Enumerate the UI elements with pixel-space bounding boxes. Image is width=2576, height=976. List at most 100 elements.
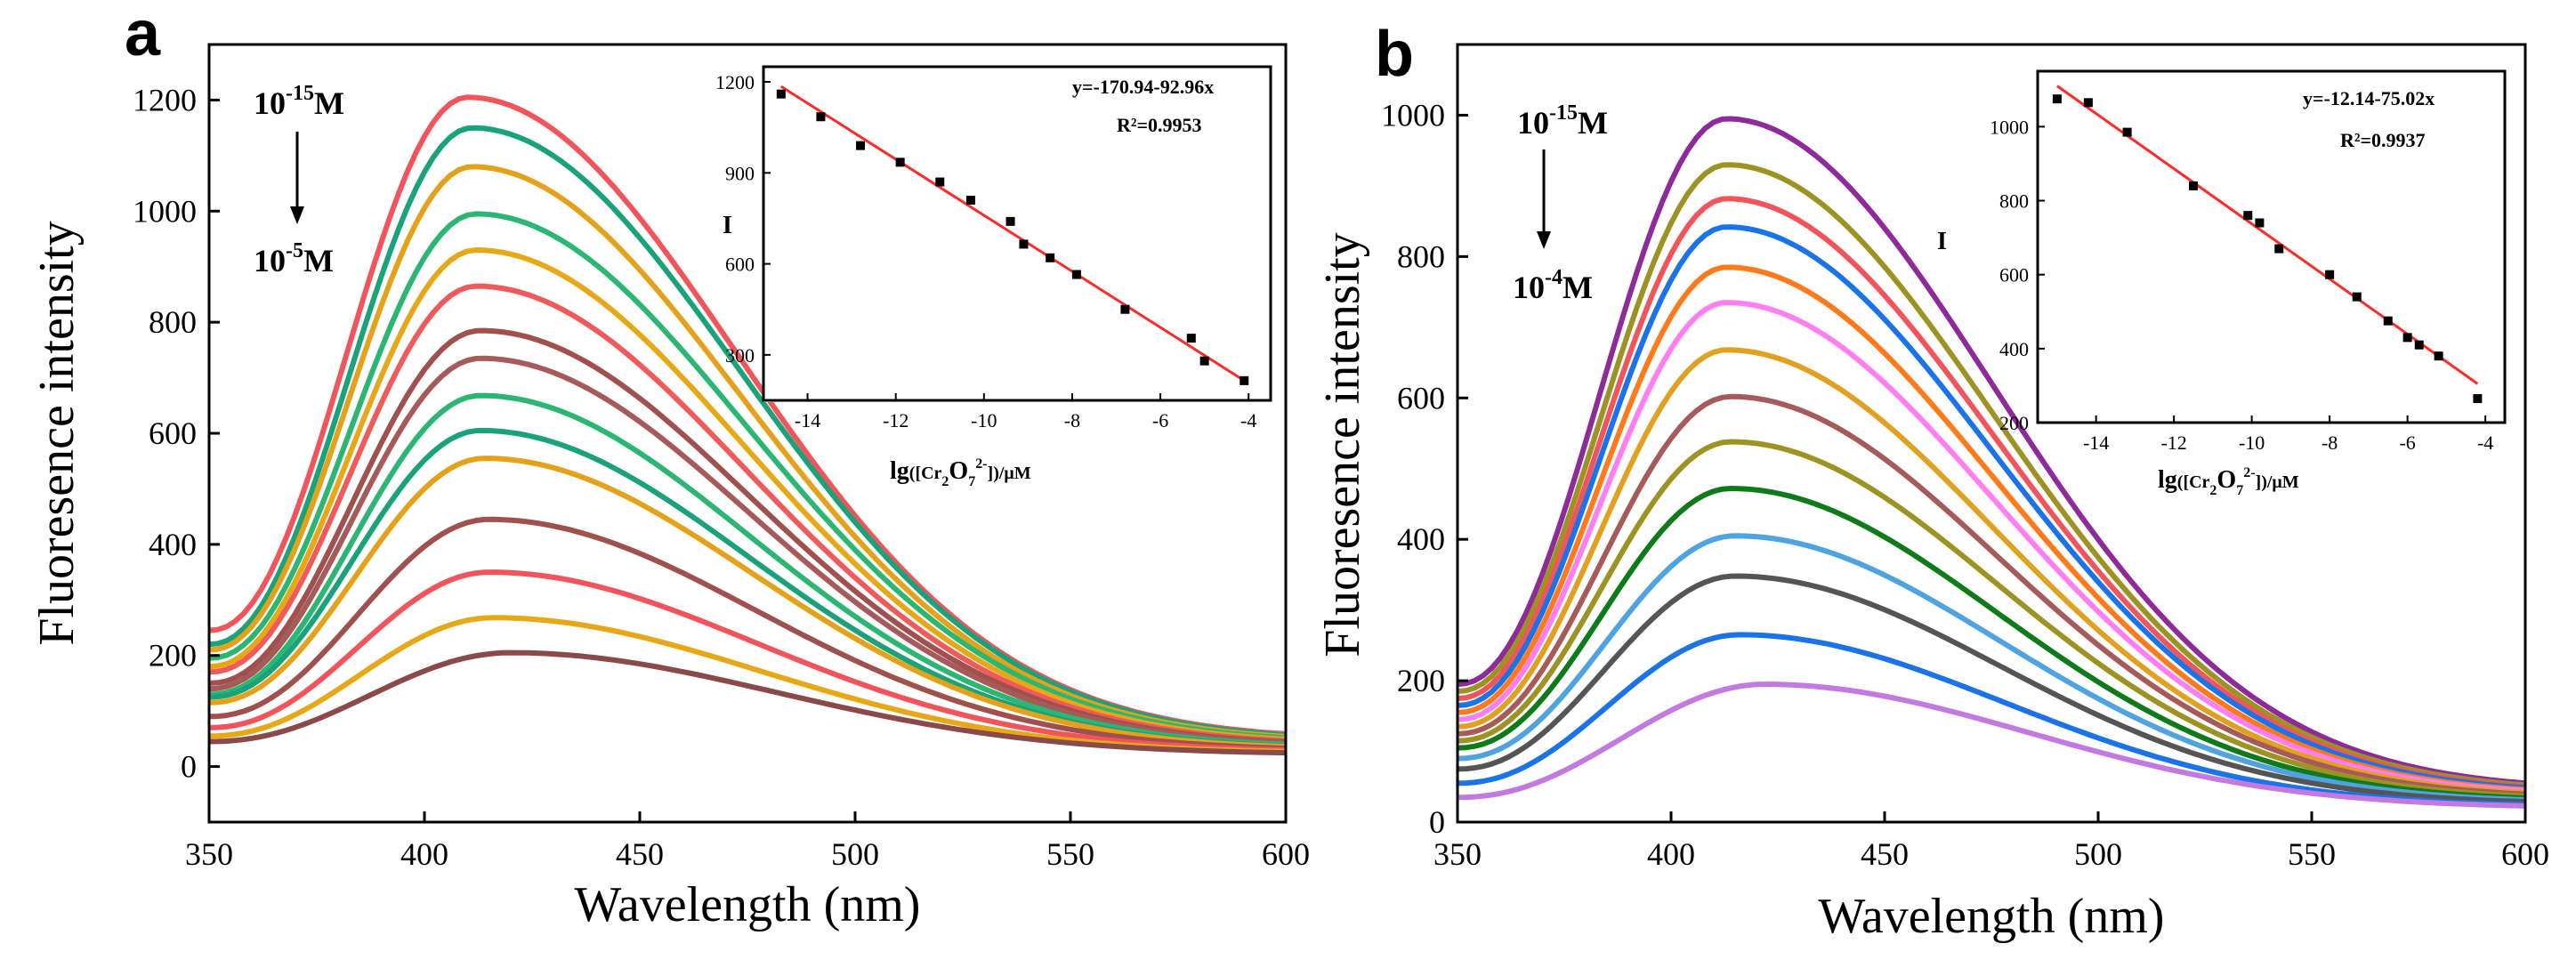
panel-b-curve-2 (1457, 162, 2526, 788)
y-tick-label: 0 (181, 749, 197, 785)
panel-b-conc-bottom: 10-4M (1513, 266, 1593, 305)
inset-y-tick-label: 1200 (715, 71, 755, 93)
panel-a-inset-frame (762, 65, 1272, 402)
inset-data-point (2434, 351, 2443, 361)
inset-x-tick-label: -14 (2083, 432, 2109, 454)
panel-b-x-ticks: 350 400 450 500 550 600 (1433, 811, 2549, 872)
panel-b-conc-top: 10-15M (1517, 101, 1608, 141)
inset-data-point (1046, 253, 1055, 262)
inset-data-point (1005, 216, 1015, 226)
x-tick-label: 550 (2288, 836, 2336, 872)
panel-b-inset-y-ticks: 200 400 600 800 1000 (1990, 116, 2045, 434)
y-tick-label: 1000 (133, 193, 197, 229)
inset-x-tick-label: -10 (2239, 432, 2265, 454)
panel-b-inset: -14 -12 -10 -8 -6 -4 200 400 600 800 1000 y=-12.1… (1937, 58, 2507, 498)
panel-b-inset-frame (2036, 69, 2507, 424)
y-tick-label: 400 (1397, 521, 1445, 557)
inset-data-point (2255, 218, 2265, 228)
inset-y-tick-label: 600 (1999, 264, 2029, 286)
inset-y-tick-label: 1000 (1990, 116, 2029, 138)
y-tick-label: 1000 (1381, 97, 1445, 133)
panel-b-curve-11 (1457, 533, 2526, 803)
panel-b-curve-14 (1457, 682, 2526, 809)
panel-a-curve-6 (208, 283, 1287, 744)
panel-a-curve-4 (208, 211, 1287, 741)
panel-b-curve-8 (1457, 393, 2526, 797)
inset-x-tick-label: -12 (883, 409, 908, 432)
x-tick-label: 500 (2074, 836, 2122, 872)
inset-x-tick-label: -8 (2322, 432, 2338, 454)
inset-data-point (1240, 375, 1249, 385)
x-tick-label: 500 (831, 836, 879, 872)
panel-a-inset-x-ticks: -14 -12 -10 -8 -6 -4 (795, 393, 1256, 432)
panel-a-letter: a (125, 0, 161, 69)
inset-y-tick-label: 400 (1999, 338, 2029, 360)
x-tick-label: 350 (1433, 836, 1482, 872)
panel-a: a 350 400 450 500 550 600 0 200 400 600 800 1000 12… (29, 0, 1310, 932)
inset-data-point (2052, 94, 2062, 104)
panel-b-curve-9 (1457, 439, 2526, 799)
inset-data-point (2122, 127, 2132, 137)
panel-a-conc-bottom: 10-5M (254, 239, 334, 278)
y-tick-label: 200 (149, 638, 197, 674)
panel-b-plot-frame (1456, 43, 2527, 824)
inset-data-point (895, 157, 905, 167)
panel-b-concentration-annotation: 10-15M 10-4M (1513, 101, 1608, 305)
inset-x-tick-label: -4 (2477, 432, 2493, 454)
panel-a-curve-13 (208, 569, 1287, 753)
y-tick-label: 600 (1397, 380, 1445, 415)
panel-b-series-group (1457, 116, 2526, 809)
y-tick-label: 1200 (133, 82, 197, 117)
panel-a-y-ticks: 0 200 400 600 800 1000 1200 (133, 82, 220, 785)
panel-a-curve-15 (208, 649, 1287, 756)
panel-b-curve-4 (1457, 224, 2526, 791)
panel-b-curve-7 (1457, 347, 2526, 795)
x-tick-label: 450 (1861, 836, 1909, 872)
panel-a-conc-arrow-head (290, 206, 304, 224)
panel-a-curve-5 (208, 247, 1287, 742)
panel-a-inset-x-title: lg([Cr2O72-])/μM (890, 456, 1031, 489)
inset-x-tick-label: -8 (1064, 409, 1080, 432)
panel-a-inset-y-title: I (723, 212, 732, 239)
y-tick-label: 400 (149, 527, 197, 562)
panel-b-letter: b (1375, 19, 1414, 90)
inset-data-point (2189, 181, 2198, 190)
panel-b-x-axis-title: Wavelength (nm) (1819, 889, 2165, 944)
y-tick-label: 800 (1397, 238, 1445, 274)
panel-a-curve-12 (208, 516, 1287, 752)
inset-data-point (856, 141, 866, 150)
panel-b-inset-y-title: I (1937, 228, 1947, 255)
inset-data-point (965, 196, 975, 205)
panel-a-inset-y-ticks: 300 600 900 1200 (715, 71, 771, 367)
inset-data-point (816, 112, 826, 122)
panel-a-inset-r2: R²=0.9953 (1117, 114, 1202, 136)
panel-a-curve-10 (208, 427, 1287, 749)
panel-a-inset-equation: y=-170.94-92.96x (1072, 76, 1214, 98)
inset-data-point (2473, 393, 2483, 403)
panel-b-y-axis-title: Fluoresence intensity (1315, 232, 1370, 657)
panel-b-curve-10 (1457, 486, 2526, 801)
x-tick-label: 400 (1647, 836, 1695, 872)
panel-b-inset-points (2052, 94, 2483, 403)
inset-data-point (2383, 316, 2393, 326)
panel-b: b 350 400 450 500 550 600 0 200 400 600 800 1000 W… (1315, 19, 2549, 944)
x-tick-label: 600 (2501, 836, 2549, 872)
inset-data-point (2243, 211, 2253, 221)
inset-data-point (1120, 304, 1130, 314)
inset-y-tick-label: 800 (1999, 190, 2029, 213)
panel-b-curve-1 (1457, 116, 2526, 786)
panel-a-series-group (208, 94, 1287, 756)
inset-data-point (1186, 334, 1196, 343)
panel-b-y-ticks: 0 200 400 600 800 1000 (1381, 97, 1468, 840)
inset-data-point (2402, 333, 2412, 343)
panel-a-x-axis-title: Wavelength (nm) (575, 877, 921, 932)
panel-a-curve-8 (208, 355, 1287, 746)
inset-data-point (2274, 244, 2284, 254)
inset-data-point (2325, 270, 2335, 279)
inset-data-point (2414, 340, 2424, 350)
panel-a-curve-9 (208, 392, 1287, 747)
y-tick-label: 200 (1397, 663, 1445, 698)
panel-b-curve-5 (1457, 264, 2526, 793)
panel-b-curve-6 (1457, 300, 2526, 794)
